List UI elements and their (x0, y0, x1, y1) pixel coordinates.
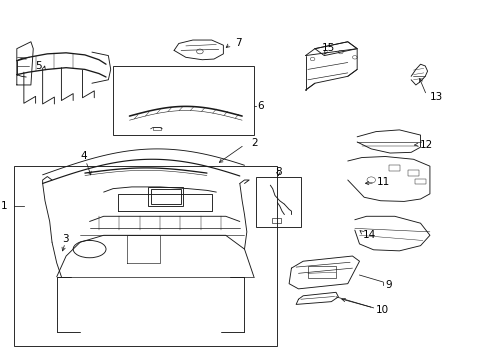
Bar (388, 165, 400, 171)
Bar (148, 187, 183, 206)
Text: 6: 6 (257, 101, 263, 111)
Text: 9: 9 (385, 280, 391, 291)
Text: 13: 13 (429, 92, 442, 102)
Bar (307, 266, 335, 279)
Text: 3: 3 (62, 234, 68, 244)
Text: 5: 5 (35, 61, 41, 71)
Text: 11: 11 (376, 177, 389, 187)
Text: 15: 15 (321, 43, 334, 53)
Bar (153, 127, 161, 130)
Bar (256, 176, 300, 227)
Text: 7: 7 (235, 38, 241, 48)
Bar (150, 189, 181, 204)
Text: 2: 2 (251, 138, 258, 148)
Text: 10: 10 (375, 305, 388, 315)
Bar (271, 218, 281, 223)
Bar (414, 179, 426, 184)
Text: 1: 1 (1, 201, 7, 211)
Text: 4: 4 (81, 151, 87, 161)
Text: 14: 14 (363, 230, 376, 240)
Bar (15, 166, 277, 346)
Bar (407, 170, 418, 176)
Text: 12: 12 (419, 140, 432, 150)
Bar (113, 66, 253, 135)
Text: 8: 8 (274, 167, 281, 177)
